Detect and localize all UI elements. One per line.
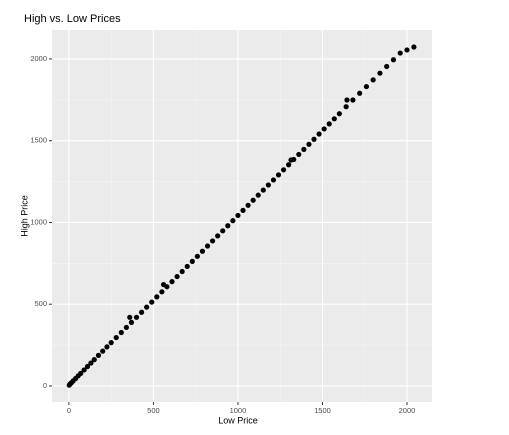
point [225,223,231,229]
point [81,367,87,373]
point [370,77,376,83]
point [230,218,236,224]
point [390,57,397,63]
point [174,273,180,280]
point [384,63,390,70]
point [270,177,277,183]
point [118,329,124,336]
point [128,319,135,325]
point [144,304,150,310]
point [250,197,256,203]
y-tick-label: 1500 [30,136,47,145]
point [301,146,307,152]
point [149,299,155,305]
point [138,309,145,315]
point [397,50,403,56]
point [316,131,322,137]
point [220,228,226,234]
point [95,352,102,358]
point [265,182,271,188]
point [296,151,302,158]
point [179,268,185,275]
point [275,172,282,178]
point [108,340,114,346]
x-tick-label: 1000 [230,406,247,415]
point [343,104,349,110]
chart-title: High vs. Low Prices [24,13,121,25]
x-axis-label: Low Price [218,415,258,425]
point [357,90,363,96]
y-tick-label: 0 [43,381,47,390]
point [113,334,119,341]
point [215,233,221,239]
point [133,314,140,320]
point [326,121,332,127]
point [336,111,342,117]
y-tick-label: 500 [34,299,47,308]
point [78,370,84,376]
x-tick-label: 2000 [399,406,416,415]
point [127,314,133,320]
point [154,294,160,300]
y-tick-label: 1000 [30,217,47,226]
point [350,97,356,103]
x-tick-label: 1500 [314,406,331,415]
point [404,47,410,53]
point [280,167,287,173]
point [311,136,317,142]
point [344,97,350,103]
point [331,116,337,122]
point [204,243,211,249]
y-tick-label: 2000 [30,54,47,63]
point [100,348,106,354]
point [245,202,251,208]
point [194,253,200,259]
point [321,126,327,132]
x-tick-label: 0 [67,406,71,415]
point [88,360,94,366]
point [84,363,91,370]
point [160,281,167,288]
point [104,344,110,350]
point [288,157,294,163]
point [255,192,261,198]
point [286,162,292,168]
point [199,248,206,254]
point [235,212,241,219]
point [377,70,383,76]
point [169,279,175,285]
point [240,207,246,213]
point [189,258,195,264]
point [184,263,190,270]
y-axis-label: High Price [19,195,29,237]
point [411,44,417,50]
point [209,238,216,244]
point [260,187,266,193]
point [159,289,165,295]
point [363,83,370,90]
point [306,141,312,147]
point [91,357,97,363]
point [123,324,129,331]
x-tick-label: 500 [147,406,160,415]
